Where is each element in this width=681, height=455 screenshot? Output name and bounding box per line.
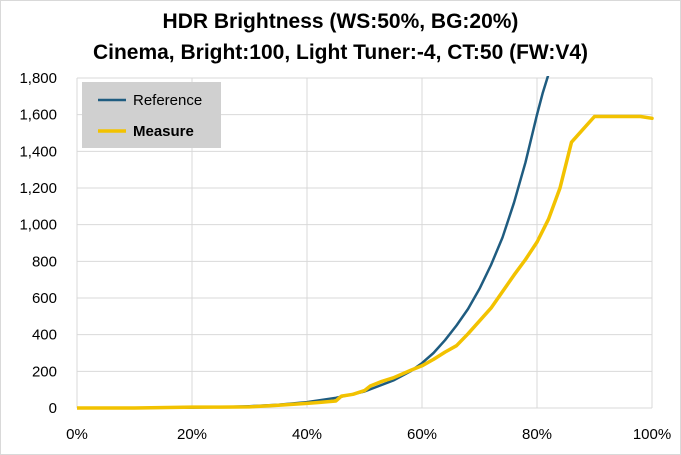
y-tick-label: 1,200 [19,180,57,197]
legend-box [82,82,221,148]
x-tick-label: 80% [522,426,552,443]
series-line-measure [77,114,654,410]
chart-title: HDR Brightness (WS:50%, BG:20%) [162,10,519,33]
legend: Reference Measure [82,82,221,148]
x-tick-label: 20% [177,426,207,443]
y-tick-label: 1,400 [19,143,57,160]
y-tick-label: 800 [32,253,57,270]
series-lines [77,76,654,410]
y-axis-ticks: 0 200 400 600 800 1,000 1,200 1,400 1,600 1,800 [19,70,57,417]
x-tick-label: 40% [292,426,322,443]
y-tick-label: 400 [32,327,57,344]
legend-label-reference: Reference [133,92,202,109]
y-tick-label: 600 [32,290,57,307]
x-axis-ticks: 0% 20% 40% 60% 80% 100% [66,426,671,443]
gridlines [76,77,653,409]
x-tick-label: 0% [66,426,88,443]
y-tick-label: 200 [32,363,57,380]
legend-label-measure: Measure [133,123,194,140]
x-tick-label: 100% [633,426,671,443]
y-tick-label: 1,600 [19,107,57,124]
y-tick-label: 1,800 [19,70,57,87]
x-tick-label: 60% [407,426,437,443]
y-tick-label: 0 [49,400,57,417]
chart-subtitle: Cinema, Bright:100, Light Tuner:-4, CT:5… [92,41,589,64]
y-tick-label: 1,000 [19,217,57,234]
